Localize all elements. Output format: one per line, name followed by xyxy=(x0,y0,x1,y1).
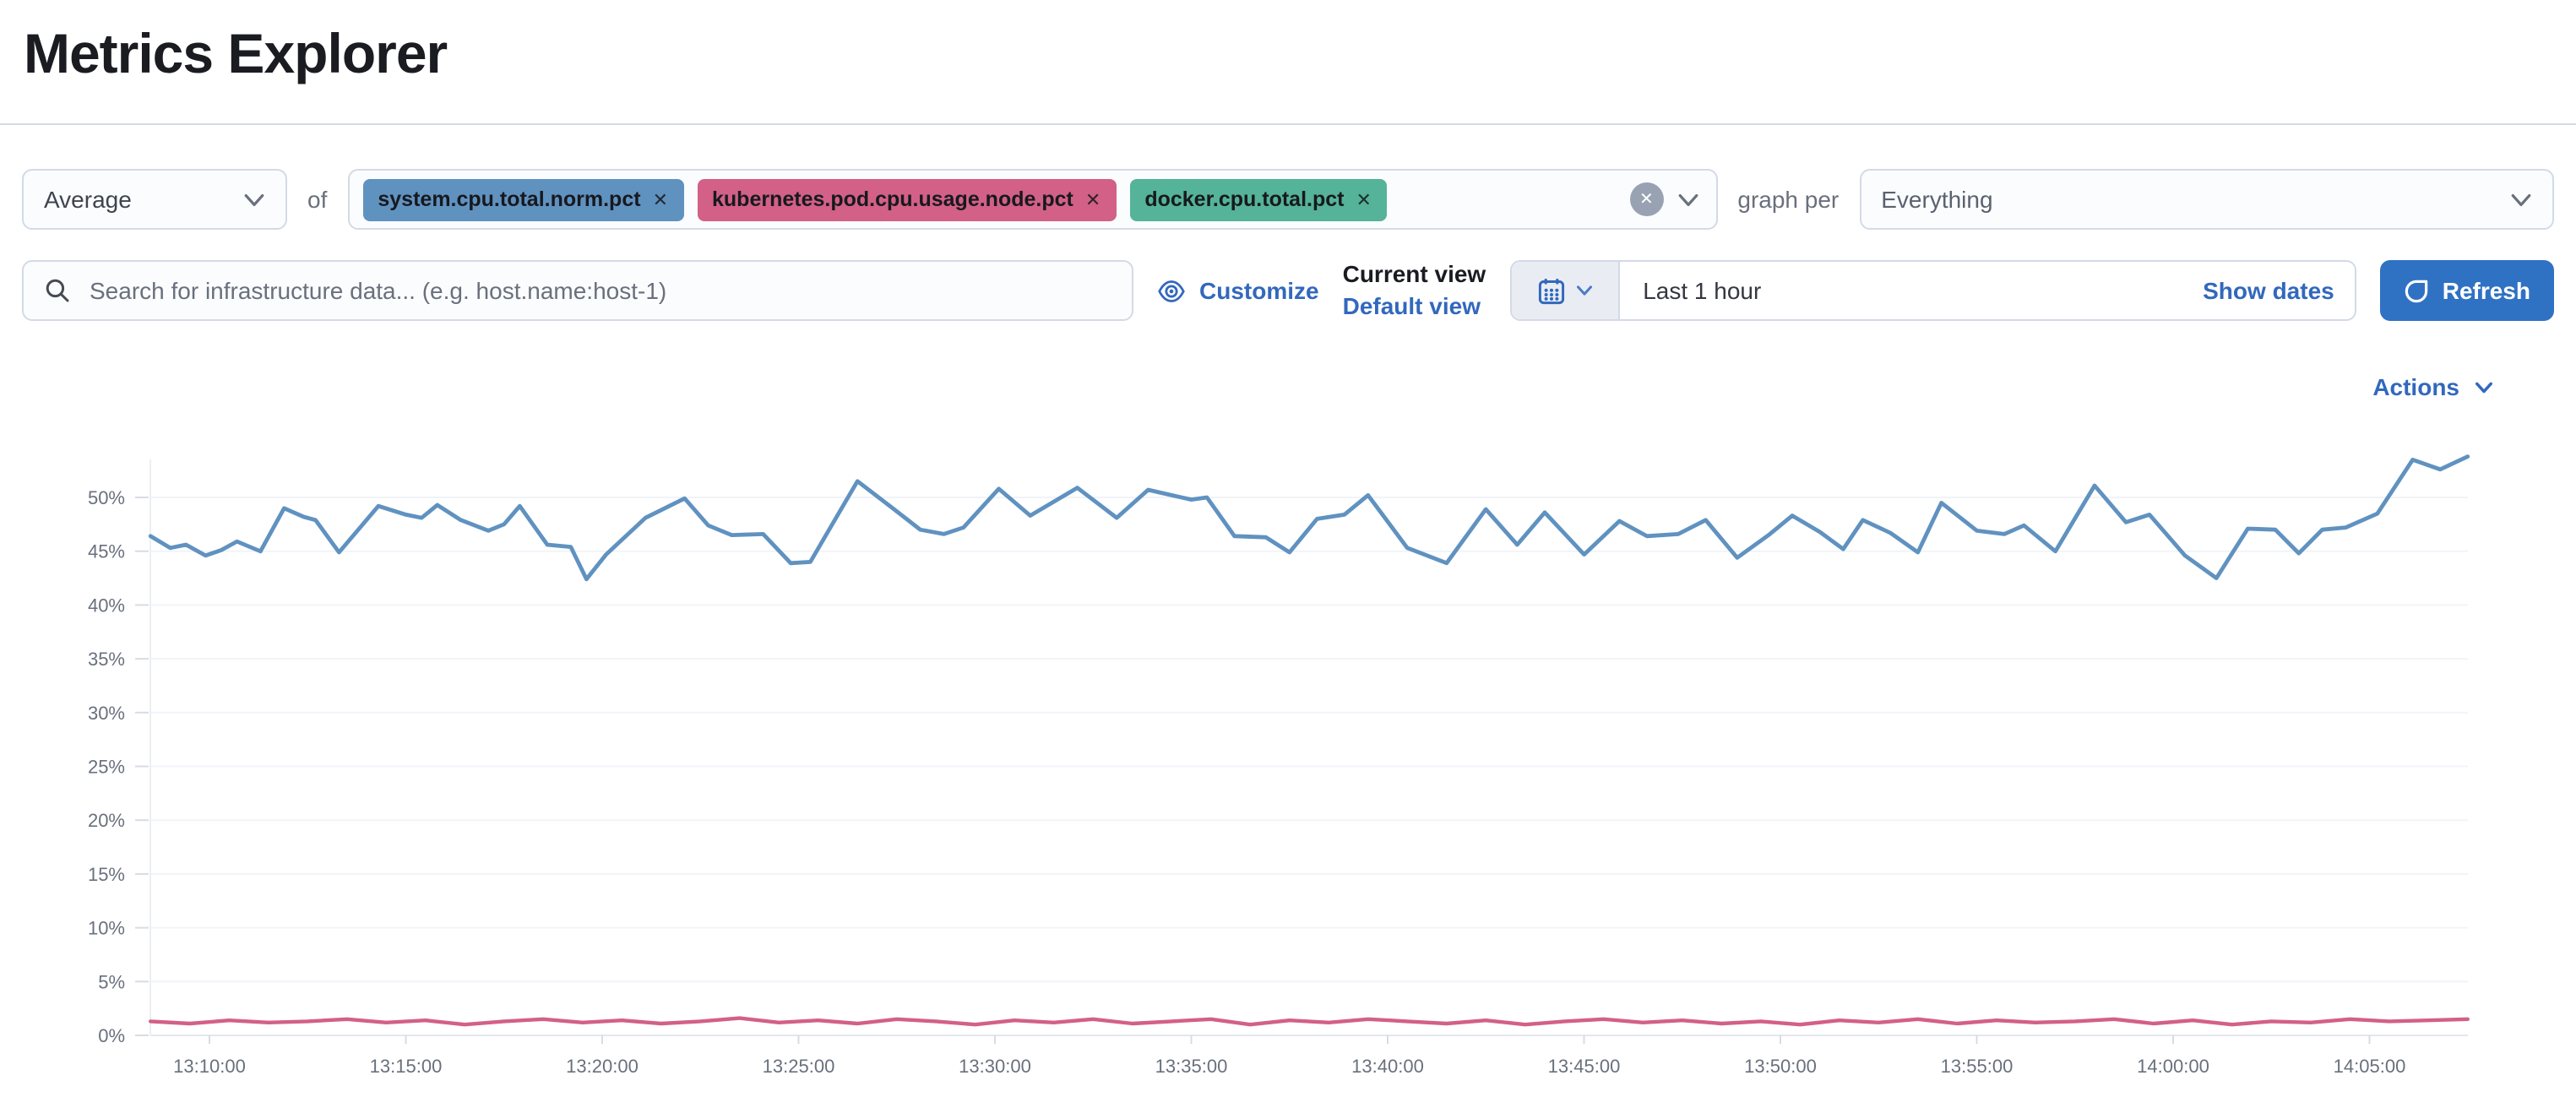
graph-per-label: graph per xyxy=(1737,186,1840,213)
default-view-link[interactable]: Default view xyxy=(1342,292,1481,319)
remove-metric-icon[interactable]: ✕ xyxy=(1084,190,1101,210)
eye-icon xyxy=(1158,280,1185,301)
time-range-picker[interactable]: Last 1 hour Show dates xyxy=(1509,260,2356,321)
group-by-select[interactable]: Everything xyxy=(1859,169,2554,230)
metric-tag-docker-cpu[interactable]: docker.cpu.total.pct ✕ xyxy=(1129,178,1387,220)
x-tick-label: 13:40:00 xyxy=(1351,1056,1424,1077)
search-icon xyxy=(46,279,69,302)
y-tick-label: 5% xyxy=(98,971,125,992)
y-tick-label: 15% xyxy=(88,864,125,885)
y-tick-label: 10% xyxy=(88,918,125,939)
chevron-down-icon xyxy=(1576,285,1592,296)
calendar-icon xyxy=(1538,278,1564,304)
refresh-icon xyxy=(2405,279,2427,302)
metrics-combo-box[interactable]: system.cpu.total.norm.pct ✕ kubernetes.p… xyxy=(347,169,1718,230)
x-tick-label: 13:45:00 xyxy=(1548,1056,1621,1077)
refresh-label: Refresh xyxy=(2442,277,2530,304)
aggregation-selected-value: Average xyxy=(44,186,132,213)
y-tick-label: 25% xyxy=(88,757,125,778)
x-tick-label: 13:10:00 xyxy=(173,1056,246,1077)
actions-label: Actions xyxy=(2372,373,2459,400)
time-picker-quick-menu[interactable] xyxy=(1511,262,1620,319)
chart-svg: 0% 5% 10% 15% 20% 25% 30% 35% 40% 45% 50% 13:10:00 1… xyxy=(88,454,2470,1077)
y-tick-label: 0% xyxy=(98,1025,125,1046)
page-header: Metrics Explorer xyxy=(0,0,2576,125)
chevron-down-icon xyxy=(2511,193,2531,206)
metric-tag-label: kubernetes.pod.cpu.usage.node.pct xyxy=(712,187,1073,211)
metric-tag-label: docker.cpu.total.pct xyxy=(1144,187,1345,211)
of-label: of xyxy=(307,186,328,213)
x-tick-label: 14:00:00 xyxy=(2137,1056,2209,1077)
customize-button[interactable]: Customize xyxy=(1157,276,1319,305)
metric-tag-kubernetes-pod-cpu[interactable]: kubernetes.pod.cpu.usage.node.pct ✕ xyxy=(697,178,1117,220)
aggregation-select[interactable]: Average xyxy=(22,169,287,230)
x-tick-label: 13:15:00 xyxy=(370,1056,443,1077)
search-toolbar: Customize Current view Default view xyxy=(0,260,2576,321)
y-tick-label: 20% xyxy=(88,810,125,831)
saved-views-switcher: Current view Default view xyxy=(1343,258,1486,323)
chevron-down-icon xyxy=(244,193,264,206)
x-tick-label: 14:05:00 xyxy=(2334,1056,2406,1077)
chart-actions-menu[interactable]: Actions xyxy=(0,368,2576,405)
search-field[interactable] xyxy=(22,260,1133,321)
customize-label: Customize xyxy=(1199,277,1319,304)
metric-tag-system-cpu[interactable]: system.cpu.total.norm.pct ✕ xyxy=(362,178,683,220)
x-tick-label: 13:55:00 xyxy=(1941,1056,2014,1077)
group-by-selected-value: Everything xyxy=(1881,186,1993,213)
show-dates-link[interactable]: Show dates xyxy=(2203,277,2334,304)
x-tick-label: 13:35:00 xyxy=(1155,1056,1228,1077)
clear-all-metrics-icon[interactable]: ✕ xyxy=(1629,182,1664,216)
x-tick-label: 13:50:00 xyxy=(1744,1056,1817,1077)
y-tick-label: 50% xyxy=(88,487,125,508)
series-line-0 xyxy=(148,454,2470,582)
search-input[interactable] xyxy=(86,275,1111,306)
y-tick-label: 45% xyxy=(88,541,125,562)
series-line-1 xyxy=(148,1016,2470,1027)
x-tick-label: 13:25:00 xyxy=(763,1056,835,1077)
chevron-down-icon xyxy=(2475,381,2492,393)
y-tick-label: 35% xyxy=(88,649,125,670)
x-tick-label: 13:30:00 xyxy=(959,1056,1031,1077)
chevron-down-icon[interactable] xyxy=(1677,188,1698,210)
aggregation-toolbar: Average of system.cpu.total.norm.pct ✕ k… xyxy=(0,169,2576,230)
y-tick-label: 30% xyxy=(88,703,125,724)
time-range-value[interactable]: Last 1 hour xyxy=(1643,277,1762,304)
current-view-label: Current view xyxy=(1342,260,1486,287)
y-tick-label: 40% xyxy=(88,595,125,616)
page-title: Metrics Explorer xyxy=(24,22,448,84)
remove-metric-icon[interactable]: ✕ xyxy=(1356,190,1372,210)
metrics-chart: 0% 5% 10% 15% 20% 25% 30% 35% 40% 45% 50% 13:10:00 1… xyxy=(0,422,2576,1108)
x-tick-label: 13:20:00 xyxy=(566,1056,639,1077)
refresh-button[interactable]: Refresh xyxy=(2379,260,2554,321)
metric-tag-label: system.cpu.total.norm.pct xyxy=(378,187,641,211)
remove-metric-icon[interactable]: ✕ xyxy=(652,190,668,210)
